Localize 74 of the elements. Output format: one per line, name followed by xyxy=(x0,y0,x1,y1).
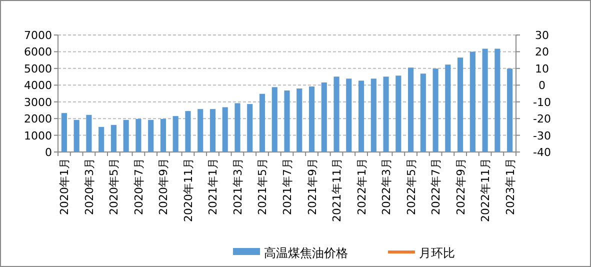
bar xyxy=(259,94,266,152)
bar xyxy=(210,109,216,152)
bar xyxy=(383,76,389,152)
x-tick-label: 2022年1月 xyxy=(355,158,368,215)
y-tick-label: 2000 xyxy=(24,112,52,126)
x-tick-label: 2022年7月 xyxy=(430,158,443,215)
x-tick-label: 2020年11月 xyxy=(182,158,195,222)
x-tick-label: 2020年5月 xyxy=(108,158,121,215)
y-tick-label: 5000 xyxy=(24,62,52,76)
bar xyxy=(470,52,476,152)
bar xyxy=(61,113,67,152)
x-tick-label: 2020年1月 xyxy=(58,158,72,215)
bar xyxy=(396,76,402,152)
x-tick-label: 2022年11月 xyxy=(479,158,492,222)
x-tick-label: 2022年3月 xyxy=(380,158,394,215)
y-tick-label: 6000 xyxy=(24,46,52,59)
y2-tick-label: -40 xyxy=(533,146,551,159)
legend-label: 月环比 xyxy=(419,246,455,260)
x-tick-label: 2021年1月 xyxy=(206,158,220,215)
y2-tick-label: 30 xyxy=(535,29,549,42)
x-tick-label: 2021年11月 xyxy=(330,158,344,222)
bar xyxy=(222,107,228,152)
bar xyxy=(86,114,92,152)
bar xyxy=(185,111,191,152)
bar xyxy=(136,118,142,152)
bar xyxy=(445,64,451,152)
bar xyxy=(123,120,129,152)
bar xyxy=(284,90,290,152)
y2-tick-label: -30 xyxy=(533,129,551,142)
x-tick-label: 2020年9月 xyxy=(157,158,170,215)
bar xyxy=(247,104,253,152)
bar xyxy=(370,78,376,152)
bar xyxy=(507,68,513,152)
x-tick-label: 2023年1月 xyxy=(504,158,517,215)
x-tick-label: 2020年7月 xyxy=(132,158,146,215)
bar xyxy=(172,116,178,152)
bar xyxy=(432,68,438,152)
bar xyxy=(308,86,315,152)
x-tick-label: 2022年5月 xyxy=(404,158,418,215)
bar xyxy=(334,76,340,152)
y-tick-label: 1000 xyxy=(24,129,52,142)
bar xyxy=(74,120,80,152)
y2-tick-label: 10 xyxy=(535,62,549,76)
bar xyxy=(346,78,352,152)
legend-label: 高温煤焦油价格 xyxy=(264,246,348,260)
bar xyxy=(296,88,302,152)
bar xyxy=(198,109,204,152)
bar xyxy=(408,68,414,152)
y-tick-label: 0 xyxy=(45,146,52,159)
y2-tick-label: 0 xyxy=(538,79,546,92)
y2-tick-label: -10 xyxy=(533,96,551,109)
bar xyxy=(160,118,166,152)
bar xyxy=(358,80,364,152)
bar xyxy=(482,48,488,152)
y-tick-label: 4000 xyxy=(24,79,52,92)
y-tick-label: 7000 xyxy=(24,29,52,42)
y-tick-label: 3000 xyxy=(24,96,52,109)
y2-tick-label: -20 xyxy=(533,112,551,126)
x-tick-label: 2021年5月 xyxy=(256,158,270,215)
bar xyxy=(148,120,154,152)
x-tick-label: 2021年9月 xyxy=(306,158,319,215)
bar xyxy=(321,82,327,152)
x-tick-label: 2022年9月 xyxy=(454,158,468,215)
x-tick-label: 2020年3月 xyxy=(82,158,96,215)
y2-tick-label: 20 xyxy=(535,46,549,59)
bar xyxy=(110,124,116,152)
x-tick-label: 2021年7月 xyxy=(281,158,294,215)
bar xyxy=(272,87,278,152)
bar xyxy=(420,74,426,152)
bar xyxy=(458,58,464,152)
bar xyxy=(234,103,240,152)
bar xyxy=(98,126,104,152)
bar xyxy=(494,48,500,152)
x-tick-label: 2021年3月 xyxy=(231,158,244,215)
